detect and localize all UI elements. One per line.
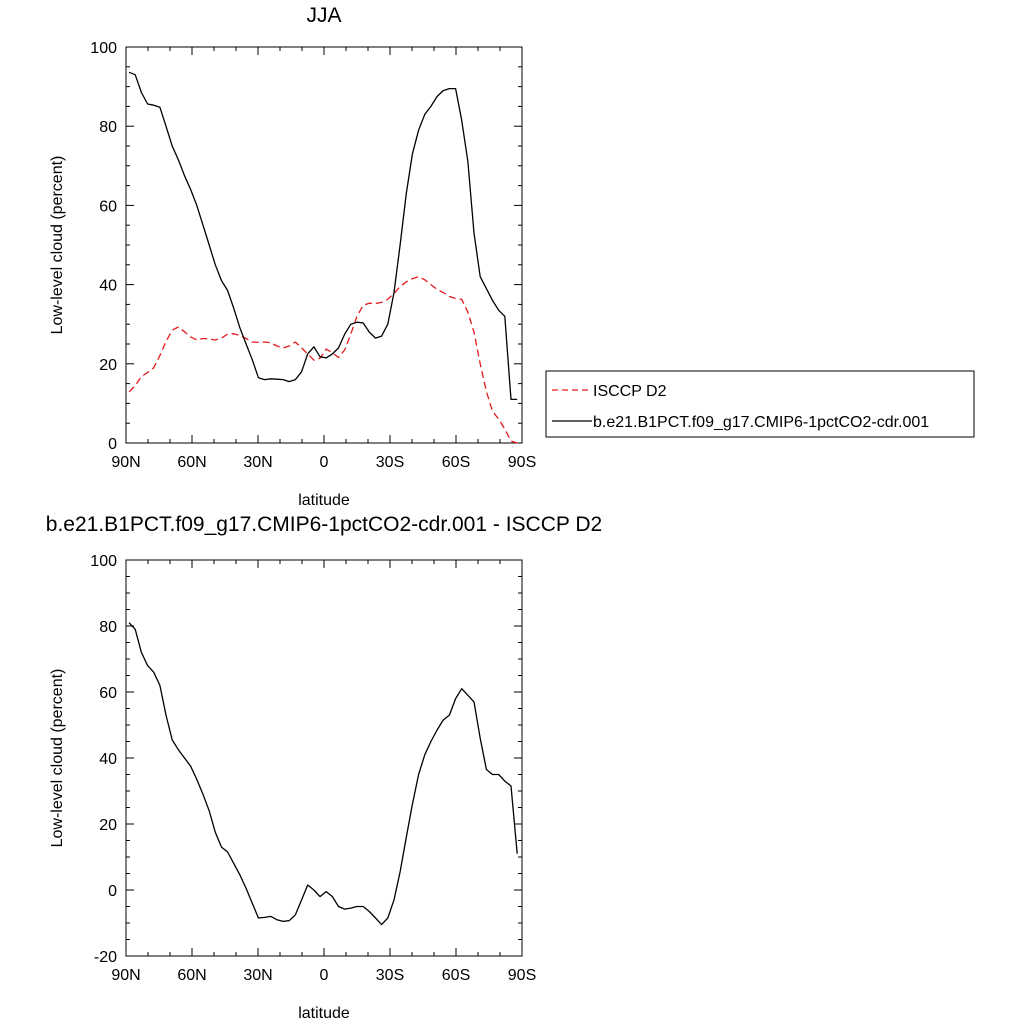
top-series-line-isccp-d2	[128, 276, 518, 444]
bottom-plot-frame	[125, 559, 523, 957]
bottom-x-tick-label: 60S	[442, 967, 470, 984]
top-plot-frame	[125, 46, 523, 444]
bottom-y-tick-label: 60	[99, 685, 117, 702]
top-y-tick-label: 100	[90, 40, 117, 57]
panel-bottom: b.e21.B1PCT.f09_g17.CMIP6-1pctCO2-cdr.00…	[46, 513, 602, 1022]
top-chart-title: JJA	[306, 4, 341, 27]
bottom-y-tick-label: -20	[94, 949, 117, 966]
top-x-tick-label: 30N	[243, 454, 272, 471]
bottom-y-tick-label: 40	[99, 751, 117, 768]
bottom-series-line-model	[128, 622, 518, 926]
legend-label-model: b.e21.B1PCT.f09_g17.CMIP6-1pctCO2-cdr.00…	[593, 414, 929, 431]
bottom-chart-title: b.e21.B1PCT.f09_g17.CMIP6-1pctCO2-cdr.00…	[46, 513, 602, 536]
top-series-group	[128, 71, 518, 444]
bottom-x-axis-label: latitude	[298, 1005, 350, 1022]
top-tick-group: 90N 60N 30N 0 30S 60S 90S 0 20 40 60 80 100	[90, 40, 536, 471]
top-y-tick-label: 0	[108, 436, 117, 453]
bottom-x-tick-label: 0	[320, 967, 329, 984]
bottom-x-tick-label: 90N	[111, 967, 140, 984]
top-y-tick-label: 40	[99, 278, 117, 295]
top-x-tick-label: 30S	[376, 454, 404, 471]
top-y-tick-label: 60	[99, 198, 117, 215]
bottom-x-tick-label: 90S	[508, 967, 536, 984]
top-x-axis-label: latitude	[298, 492, 350, 509]
top-x-tick-label: 60N	[177, 454, 206, 471]
top-y-tick-label: 80	[99, 119, 117, 136]
bottom-series-group	[128, 622, 518, 926]
legend-label-isccp-d2: ISCCP D2	[593, 383, 667, 400]
bottom-y-tick-label: 0	[108, 883, 117, 900]
top-y-tick-label: 20	[99, 357, 117, 374]
legend: ISCCP D2 b.e21.B1PCT.f09_g17.CMIP6-1pctC…	[545, 370, 975, 438]
top-x-tick-label: 90N	[111, 454, 140, 471]
legend-box	[545, 370, 975, 438]
bottom-y-axis-label: Low-level cloud (percent)	[49, 669, 66, 848]
bottom-y-tick-label: 20	[99, 817, 117, 834]
top-x-tick-label: 90S	[508, 454, 536, 471]
top-x-tick-label: 60S	[442, 454, 470, 471]
bottom-y-tick-label: 100	[90, 553, 117, 570]
bottom-tick-group: 90N 60N 30N 0 30S 60S 90S -20 0 20 40 60 80 100	[90, 553, 536, 984]
bottom-x-tick-label: 60N	[177, 967, 206, 984]
panel-top: JJA 90N 60N 30N 0 30S 60S 90S 0 20 40 60 80 100 lati…	[49, 4, 536, 509]
bottom-x-tick-label: 30S	[376, 967, 404, 984]
bottom-y-tick-label: 80	[99, 619, 117, 636]
bottom-x-tick-label: 30N	[243, 967, 272, 984]
top-x-tick-label: 0	[320, 454, 329, 471]
top-series-line-model	[128, 71, 518, 401]
top-y-axis-label: Low-level cloud (percent)	[49, 156, 66, 335]
